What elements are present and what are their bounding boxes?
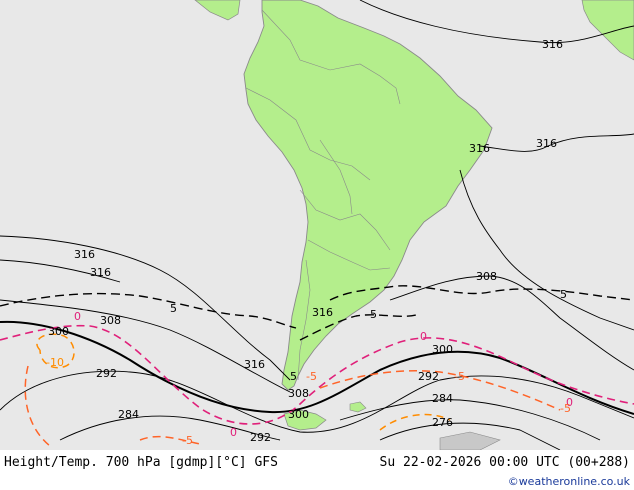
label-temp-0-a: 0 <box>74 310 81 323</box>
label-316-b: 316 <box>536 137 557 150</box>
valid-time: Su 22-02-2026 00:00 UTC (00+288) <box>379 455 630 470</box>
isotherm-0 <box>0 324 634 425</box>
label-276: 276 <box>432 416 453 429</box>
map-canvas: 316 316 316 316 316 316 316 308 308 308 … <box>0 0 634 451</box>
label-316-c: 316 <box>469 142 490 155</box>
label-300-b: 300 <box>432 343 453 356</box>
map-title: Height/Temp. 700 hPa [gdmp][°C] GFS <box>4 455 278 470</box>
label-temp-minus5-d: -5 <box>560 402 571 415</box>
label-temp-5-d: 5 <box>290 370 297 383</box>
label-temp-0-c: 0 <box>230 426 237 439</box>
land-antarctic-edge <box>439 431 501 451</box>
label-284-b: 284 <box>432 392 453 405</box>
contour-300-bold <box>0 320 634 415</box>
isotherm-minus5-b <box>139 435 201 445</box>
label-292-b: 292 <box>418 370 439 383</box>
contour-284-a <box>59 415 281 441</box>
height-labels: 316 316 316 316 316 316 316 308 308 308 … <box>48 38 563 444</box>
label-292-c: 292 <box>250 431 271 444</box>
label-316-d: 316 <box>74 248 95 261</box>
land-south-america <box>243 0 493 391</box>
isotherm-minus10 <box>36 333 451 431</box>
temperature-labels: 5 5 5 5 0 0 0 0 -5 -5 -5 -10 -5 <box>46 288 573 447</box>
isotherm-5 <box>0 285 634 341</box>
label-temp-minus5-b: -5 <box>306 370 317 383</box>
label-temp-0-b: 0 <box>420 330 427 343</box>
country-borders <box>245 9 401 381</box>
weather-map: 316 316 316 316 316 316 316 308 308 308 … <box>0 0 634 451</box>
label-316-a: 316 <box>542 38 563 51</box>
label-316-g: 316 <box>244 358 265 371</box>
label-temp-minus10: -10 <box>46 356 64 369</box>
label-300-c: 300 <box>288 408 309 421</box>
label-316-e: 316 <box>90 266 111 279</box>
land-africa <box>581 0 634 61</box>
label-284-a: 284 <box>118 408 139 421</box>
contour-292-a <box>0 370 634 433</box>
label-temp-5-b: 5 <box>560 288 567 301</box>
contour-316-east <box>479 133 634 152</box>
credit-link[interactable]: ©weatheronline.co.uk <box>507 475 630 488</box>
land-central-america <box>194 0 241 21</box>
label-300-a: 300 <box>48 325 69 338</box>
contour-316-mid <box>459 169 634 331</box>
land-falklands <box>349 401 367 413</box>
contour-316-west <box>0 235 291 381</box>
label-308-c: 308 <box>288 387 309 400</box>
label-temp-minus5-a: -5 <box>454 370 465 383</box>
contour-284-b <box>339 399 601 441</box>
label-308-b: 308 <box>100 314 121 327</box>
label-316-f: 316 <box>312 306 333 319</box>
label-temp-minus5-c: -5 <box>182 434 193 447</box>
contour-316-north <box>359 0 634 44</box>
land-tierra-del-fuego <box>283 409 327 431</box>
contour-316-west2 <box>0 259 121 283</box>
contour-308-west <box>0 299 291 393</box>
map-footer: Height/Temp. 700 hPa [gdmp][°C] GFS Su 2… <box>0 450 634 490</box>
label-308-a: 308 <box>476 270 497 283</box>
label-temp-5-c: 5 <box>370 308 377 321</box>
contour-276 <box>379 422 561 451</box>
isotherm-minus5 <box>24 365 561 447</box>
label-292-a: 292 <box>96 367 117 380</box>
label-temp-0-d: 0 <box>566 396 573 409</box>
label-temp-5-a: 5 <box>170 302 177 315</box>
